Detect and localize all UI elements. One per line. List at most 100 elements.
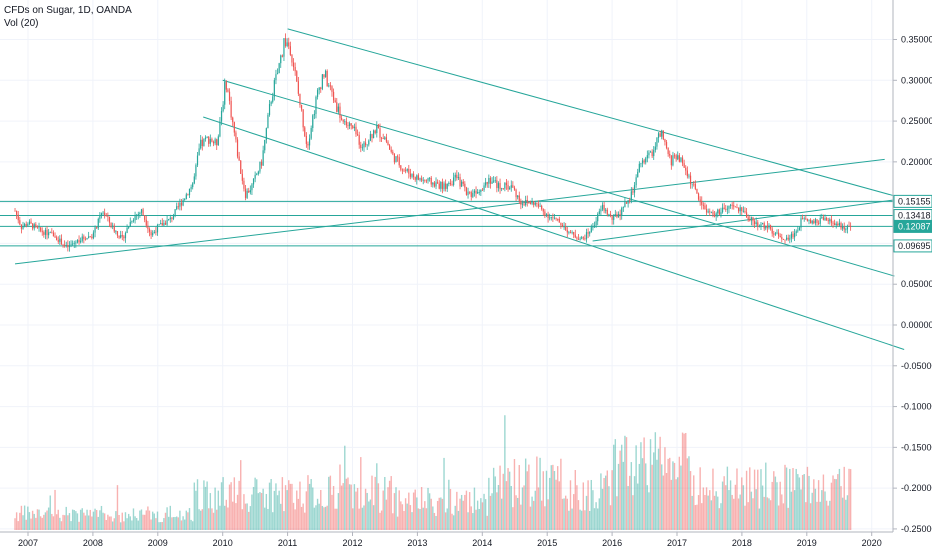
trendline[interactable]: [203, 116, 905, 350]
candle-body: [123, 236, 125, 239]
price-label-text: 0.09695: [898, 241, 931, 251]
candle-body: [713, 214, 716, 217]
horizontal-levels[interactable]: [0, 200, 893, 247]
candle-body: [573, 232, 575, 235]
volume-bar: [609, 505, 612, 530]
volume-bar: [785, 467, 788, 530]
candle-body: [222, 104, 224, 112]
candle-body: [717, 209, 719, 214]
candle-body: [356, 134, 359, 136]
candle-body: [574, 234, 576, 238]
volume-bar: [270, 479, 272, 530]
volume-bar: [195, 490, 197, 530]
candle-body: [164, 222, 167, 225]
candle-body: [587, 232, 589, 234]
candle-body: [62, 244, 64, 246]
volume-bar: [47, 507, 50, 530]
candle-body: [220, 111, 223, 122]
volume-bar: [712, 468, 714, 530]
volume-bar: [135, 518, 138, 530]
volume-bar: [680, 465, 682, 530]
candle-body: [337, 106, 339, 112]
volume-bar: [177, 517, 179, 530]
x-tick-label: 2010: [213, 538, 233, 548]
volume-bar: [156, 511, 159, 530]
candle-body: [773, 233, 775, 235]
candle-body: [598, 211, 600, 215]
volume-bar: [129, 516, 131, 530]
time-axis[interactable]: 2007 2008 2009 2010 2011 2012 2013 2014 2015 2016…: [0, 531, 893, 548]
volume-indicator-title[interactable]: Vol (20): [4, 18, 39, 29]
candle-body: [70, 244, 72, 246]
candle-body: [707, 211, 709, 213]
candle-body: [771, 228, 773, 234]
volume-bar: [689, 471, 692, 530]
volume-bar: [678, 456, 681, 530]
candle-body: [131, 221, 133, 223]
candle-body: [718, 209, 720, 215]
volume-bar: [694, 505, 697, 530]
candle-body: [17, 214, 19, 221]
volume-bar: [468, 492, 471, 530]
trendline[interactable]: [222, 79, 895, 277]
candle-body: [246, 190, 248, 198]
candle-body: [276, 73, 279, 75]
candle-body: [419, 178, 421, 180]
trendlines[interactable]: [14, 28, 905, 350]
candle-body: [763, 223, 765, 229]
symbol-title[interactable]: CFDs on Sugar, 1D, OANDA: [4, 5, 132, 16]
candle-body: [430, 177, 432, 185]
volume-bar: [281, 477, 284, 530]
candle-body: [16, 210, 18, 215]
candle-body: [315, 96, 317, 114]
volume-bar: [723, 476, 725, 530]
candle-body: [643, 160, 645, 163]
candle-body: [659, 133, 661, 137]
volume-bar: [363, 505, 365, 530]
volume-bar: [433, 512, 436, 530]
candle-body: [451, 184, 453, 185]
volume-bar: [537, 487, 540, 530]
trendline[interactable]: [14, 158, 885, 265]
candle-body: [332, 91, 335, 101]
candle-body: [238, 156, 240, 161]
volume-bar: [457, 510, 460, 530]
candle-body: [513, 187, 516, 190]
candle-body: [723, 207, 725, 209]
volume-bar: [312, 487, 314, 530]
volume-bar: [323, 507, 325, 530]
candle-body: [204, 137, 207, 139]
candle-body: [72, 243, 74, 245]
candle-body: [275, 74, 277, 81]
candle-body: [432, 182, 434, 185]
volume-bar: [211, 508, 213, 530]
candle-body: [257, 171, 259, 174]
candle-body: [273, 80, 275, 97]
price-axis[interactable]: 0.350000.300000.250000.200000.150000.100…: [892, 0, 932, 534]
volume-bar: [841, 497, 844, 530]
volume-bar: [321, 505, 324, 530]
volume-bar: [119, 522, 122, 530]
volume-bar: [845, 499, 847, 530]
candle-body: [96, 227, 98, 229]
y-tick-label: 0.25000: [901, 116, 932, 126]
candle-body: [308, 138, 311, 146]
candle-body: [177, 206, 179, 208]
candle-body: [834, 223, 836, 226]
volume-bar: [192, 521, 194, 530]
volume-bar: [392, 513, 394, 530]
candle-body: [310, 128, 312, 139]
volume-bar: [515, 495, 517, 530]
trendline[interactable]: [287, 28, 905, 200]
candle-body: [437, 182, 439, 184]
volume-bar: [589, 510, 591, 530]
candle-body: [625, 202, 628, 204]
candle-body: [525, 199, 527, 205]
volume-bar: [196, 479, 199, 530]
volume-bar: [627, 486, 629, 530]
volume-bar: [544, 506, 546, 530]
candle-body: [51, 232, 53, 234]
volume-bar: [476, 500, 479, 530]
